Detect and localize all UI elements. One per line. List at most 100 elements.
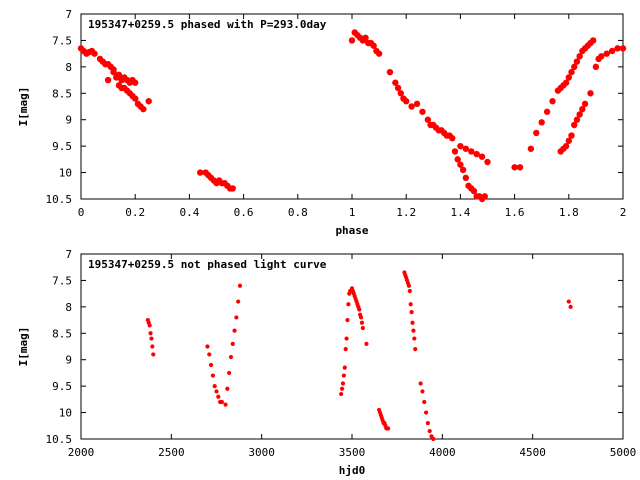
y-tick-label: 9.5 <box>52 380 72 393</box>
data-point <box>362 34 369 41</box>
data-point <box>219 399 225 405</box>
data-point <box>151 352 156 357</box>
data-point <box>392 79 399 86</box>
data-point <box>357 307 362 312</box>
data-point <box>592 63 600 71</box>
data-point <box>115 71 123 78</box>
data-point <box>207 352 212 357</box>
data-point <box>150 344 155 349</box>
data-point <box>431 436 436 442</box>
data-point <box>571 63 578 71</box>
x-tick-label: 2000 <box>68 446 95 459</box>
data-point <box>543 108 551 115</box>
data-point <box>145 98 152 105</box>
x-tick-label: 4000 <box>429 446 456 459</box>
x-axis-label: hjd0 <box>339 464 366 477</box>
data-point <box>427 428 432 434</box>
data-point <box>568 68 575 76</box>
chart-title: 195347+0259.5 not phased light curve <box>88 258 327 271</box>
data-point <box>468 148 475 155</box>
y-tick-label: 8 <box>65 61 72 74</box>
data-point <box>409 310 414 315</box>
data-point <box>406 283 412 288</box>
y-tick-label: 10.5 <box>46 433 73 446</box>
data-point <box>587 90 594 97</box>
unphased-light-curve-panel: 2000 2500 3000 3500 4000 4500 5000 7 7.5 8 8.5 9 9.5… <box>17 248 636 477</box>
x-tick-label: 0.8 <box>288 206 308 219</box>
data-point <box>410 320 415 325</box>
data-point <box>364 341 369 346</box>
data-point <box>228 354 234 360</box>
data-point <box>568 132 575 139</box>
data-point <box>339 391 344 397</box>
data-point <box>197 169 204 176</box>
data-point <box>608 47 616 55</box>
data-point <box>418 381 423 386</box>
data-point <box>571 121 578 129</box>
x-tick-label: 5000 <box>610 446 637 459</box>
data-point <box>576 111 583 118</box>
data-point <box>370 42 377 49</box>
y-tick-label: 7.5 <box>52 34 72 47</box>
y-tick-label: 7.5 <box>52 274 72 287</box>
data-point <box>227 370 232 376</box>
y-tick-label: 7 <box>65 248 72 261</box>
data-point <box>394 84 402 92</box>
x-tick-label: 0.4 <box>179 206 199 219</box>
x-axis-label: phase <box>335 224 368 237</box>
data-point <box>549 98 556 105</box>
x-tick-label: 2 <box>620 206 627 219</box>
x-tick-label: 3000 <box>248 446 275 459</box>
data-point <box>538 119 545 126</box>
x-tick-label: 2500 <box>158 446 185 459</box>
data-point <box>236 299 241 304</box>
data-point <box>386 68 394 76</box>
y-axis-label: I[mag] <box>17 87 30 127</box>
data-point <box>565 137 572 145</box>
data-point <box>451 148 459 155</box>
y-tick-label: 10 <box>59 167 72 180</box>
data-point <box>598 53 605 60</box>
data-point <box>603 50 610 57</box>
data-point <box>459 166 467 174</box>
data-point <box>516 164 524 171</box>
data-point <box>581 100 589 108</box>
data-point <box>462 145 470 152</box>
x-tick-label: 1 <box>349 206 356 219</box>
data-point <box>449 135 456 142</box>
data-point <box>408 103 415 110</box>
data-point <box>589 37 597 44</box>
plot-frame <box>80 253 624 440</box>
data-point <box>359 320 365 325</box>
data-point <box>340 381 346 386</box>
data-point <box>342 365 347 370</box>
data-point <box>104 76 112 84</box>
data-point <box>223 402 228 407</box>
data-point <box>423 410 429 415</box>
data-point <box>473 150 480 158</box>
data-point <box>140 105 147 113</box>
data-point <box>424 116 432 123</box>
data-point <box>422 399 427 405</box>
data-point <box>413 100 421 108</box>
data-point <box>375 50 383 57</box>
data-point <box>411 328 416 333</box>
phased-light-curve-panel: 0 0.2 0.4 0.6 0.8 1 1.2 1.4 1.6 1.8 2 7 7.5 8 8.5 9 9.5 1… <box>17 8 626 237</box>
data-point <box>576 53 583 60</box>
data-point <box>230 341 235 346</box>
data-point <box>562 142 570 150</box>
data-point <box>345 317 350 323</box>
data-point <box>408 302 413 307</box>
x-tick-label: 1.2 <box>396 206 416 219</box>
data-point <box>208 362 214 368</box>
x-tick-label: 3500 <box>339 446 366 459</box>
data-point <box>484 158 491 166</box>
data-point <box>346 302 351 307</box>
x-tick-label: 1.6 <box>505 206 525 219</box>
x-tick-label: 0.2 <box>125 206 145 219</box>
data-point <box>533 129 540 137</box>
data-point <box>457 142 464 150</box>
data-point <box>565 74 572 81</box>
data-point <box>214 389 219 394</box>
y-tick-label: 9.5 <box>52 140 72 153</box>
